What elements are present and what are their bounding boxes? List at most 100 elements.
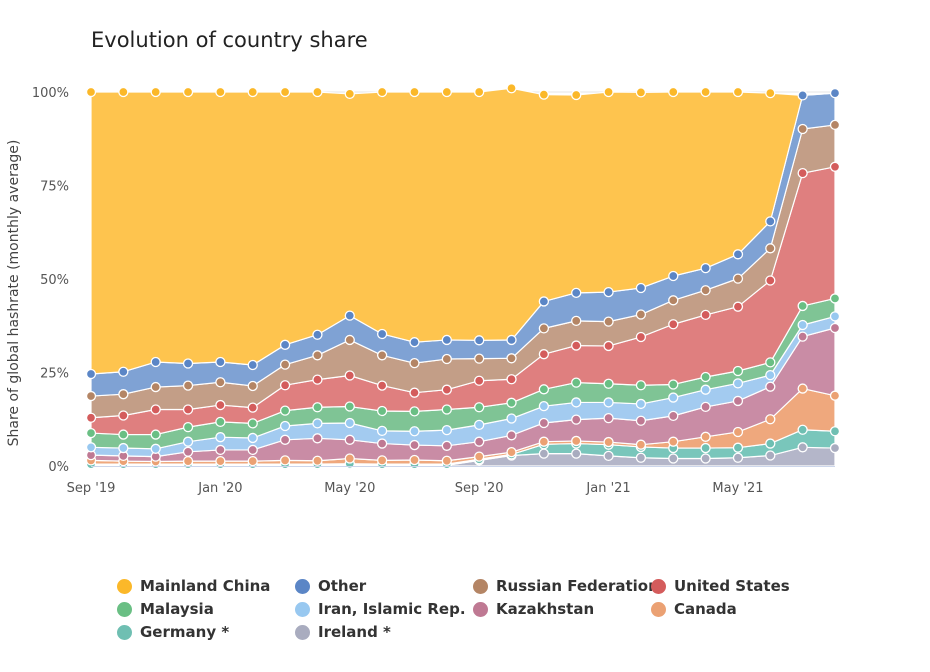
data-point[interactable] [279,86,291,98]
data-point[interactable] [668,379,679,390]
data-point[interactable] [215,432,226,443]
legend-item-other[interactable]: Other [295,577,366,595]
data-point[interactable] [506,413,517,424]
data-point[interactable] [765,243,776,254]
data-point[interactable] [635,452,647,463]
data-point[interactable] [668,453,679,464]
data-point[interactable] [700,442,711,454]
data-point[interactable] [765,381,776,392]
data-point[interactable] [85,86,97,98]
data-point[interactable] [474,402,485,413]
data-point[interactable] [85,368,97,380]
legend-item-iran[interactable]: Iran, Islamic Rep. [295,600,466,618]
data-point[interactable] [215,356,226,368]
data-point[interactable] [215,416,226,428]
data-point[interactable] [279,339,291,350]
area-mainland-china[interactable] [90,87,836,375]
data-point[interactable] [732,86,744,98]
data-point[interactable] [215,377,226,388]
data-point[interactable] [797,331,808,342]
data-point[interactable] [571,448,582,459]
data-point[interactable] [279,420,291,432]
data-point[interactable] [668,270,679,282]
data-point[interactable] [279,380,291,391]
data-point[interactable] [118,410,129,421]
data-point[interactable] [344,370,355,381]
data-point[interactable] [312,455,323,466]
data-point[interactable] [668,392,679,403]
data-point[interactable] [247,418,258,429]
data-point[interactable] [279,405,291,416]
data-point[interactable] [474,375,485,386]
legend-item-ireland[interactable]: Ireland * [295,623,391,641]
data-point[interactable] [797,319,808,331]
data-point[interactable] [700,86,711,98]
data-point[interactable] [247,380,258,392]
data-point[interactable] [279,455,291,466]
data-point[interactable] [506,334,517,346]
data-point[interactable] [182,404,194,415]
data-point[interactable] [441,86,452,98]
data-point[interactable] [829,442,841,454]
data-point[interactable] [571,89,582,101]
data-point[interactable] [441,384,452,395]
data-point[interactable] [829,322,841,334]
data-point[interactable] [603,316,614,327]
data-point[interactable] [215,86,226,98]
data-point[interactable] [376,425,388,436]
data-point[interactable] [700,431,711,442]
data-point[interactable] [441,334,452,346]
data-point[interactable] [215,399,226,411]
data-point[interactable] [829,119,841,131]
data-point[interactable] [603,397,614,408]
data-point[interactable] [118,86,129,98]
data-point[interactable] [700,401,711,413]
data-point[interactable] [765,87,776,99]
data-point[interactable] [732,442,744,453]
data-point[interactable] [312,329,323,340]
legend-item-canada[interactable]: Canada [651,600,737,618]
data-point[interactable] [635,87,647,98]
data-point[interactable] [312,433,323,444]
data-point[interactable] [797,123,808,135]
data-point[interactable] [571,397,582,408]
data-point[interactable] [700,285,711,296]
data-point[interactable] [797,90,808,101]
data-point[interactable] [182,446,194,457]
data-point[interactable] [797,300,808,312]
data-point[interactable] [765,216,776,227]
data-point[interactable] [829,390,841,401]
data-point[interactable] [829,311,841,322]
data-point[interactable] [538,448,550,459]
data-point[interactable] [344,417,355,429]
data-point[interactable] [182,380,194,391]
data-point[interactable] [312,86,323,98]
data-point[interactable] [118,366,129,377]
data-point[interactable] [829,426,841,437]
data-point[interactable] [279,434,291,445]
data-point[interactable] [247,444,258,456]
data-point[interactable] [344,453,355,464]
data-point[interactable] [85,412,97,423]
data-point[interactable] [247,432,258,444]
data-point[interactable] [376,350,388,361]
data-point[interactable] [409,387,420,398]
data-point[interactable] [312,402,323,413]
data-point[interactable] [732,365,744,377]
data-point[interactable] [474,436,485,447]
data-point[interactable] [376,405,388,417]
data-point[interactable] [765,357,776,368]
data-point[interactable] [506,447,517,458]
data-point[interactable] [603,378,614,389]
data-point[interactable] [85,442,97,453]
data-point[interactable] [538,89,550,100]
data-point[interactable] [182,86,194,98]
data-point[interactable] [150,356,161,368]
data-point[interactable] [635,331,647,343]
data-point[interactable] [603,286,614,298]
data-point[interactable] [538,401,550,412]
data-point[interactable] [344,310,355,321]
data-point[interactable] [150,404,161,415]
data-point[interactable] [312,374,323,385]
data-point[interactable] [732,249,744,260]
